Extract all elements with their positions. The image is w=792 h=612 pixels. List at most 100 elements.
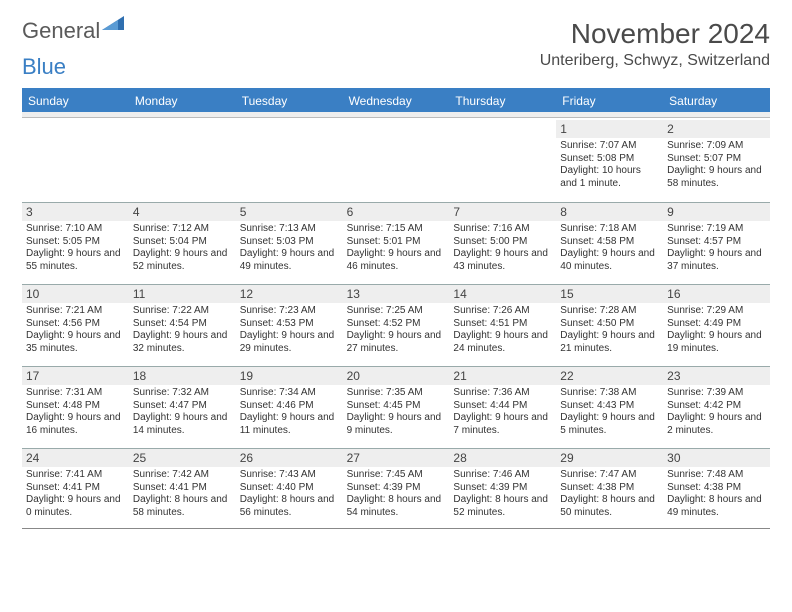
day-detail: Sunrise: 7:28 AMSunset: 4:50 PMDaylight:… (560, 305, 659, 355)
day-detail: Sunrise: 7:23 AMSunset: 4:53 PMDaylight:… (240, 305, 339, 355)
day-number: 4 (129, 202, 236, 221)
sunrise-text: Sunrise: 7:42 AM (133, 469, 232, 482)
sunset-text: Sunset: 4:45 PM (347, 400, 446, 413)
daylight-text: Daylight: 9 hours and 24 minutes. (453, 330, 552, 355)
day-number: 3 (22, 202, 129, 221)
day-cell: 11Sunrise: 7:22 AMSunset: 4:54 PMDayligh… (129, 282, 236, 364)
day-cell: 24Sunrise: 7:41 AMSunset: 4:41 PMDayligh… (22, 446, 129, 528)
sunset-text: Sunset: 4:49 PM (667, 318, 766, 331)
sunrise-text: Sunrise: 7:15 AM (347, 223, 446, 236)
day-number: 28 (449, 448, 556, 467)
day-number: 24 (22, 448, 129, 467)
week-row: 24Sunrise: 7:41 AMSunset: 4:41 PMDayligh… (22, 446, 770, 528)
sunrise-text: Sunrise: 7:22 AM (133, 305, 232, 318)
day-number: 15 (556, 284, 663, 303)
day-detail: Sunrise: 7:35 AMSunset: 4:45 PMDaylight:… (347, 387, 446, 437)
day-cell: 22Sunrise: 7:38 AMSunset: 4:43 PMDayligh… (556, 364, 663, 446)
day-detail: Sunrise: 7:46 AMSunset: 4:39 PMDaylight:… (453, 469, 552, 519)
daylight-text: Daylight: 9 hours and 19 minutes. (667, 330, 766, 355)
day-detail: Sunrise: 7:26 AMSunset: 4:51 PMDaylight:… (453, 305, 552, 355)
daylight-text: Daylight: 9 hours and 43 minutes. (453, 248, 552, 273)
day-detail: Sunrise: 7:10 AMSunset: 5:05 PMDaylight:… (26, 223, 125, 273)
day-detail: Sunrise: 7:43 AMSunset: 4:40 PMDaylight:… (240, 469, 339, 519)
day-number: 5 (236, 202, 343, 221)
logo-text-gray: General (22, 18, 100, 44)
day-detail: Sunrise: 7:16 AMSunset: 5:00 PMDaylight:… (453, 223, 552, 273)
day-number: 10 (22, 284, 129, 303)
day-cell: 15 Sunrise: 7:28 AMSunset: 4:50 PMDayligh… (556, 282, 663, 364)
sunset-text: Sunset: 4:57 PM (667, 236, 766, 249)
day-detail: Sunrise: 7:19 AMSunset: 4:57 PMDaylight:… (667, 223, 766, 273)
sunset-text: Sunset: 4:52 PM (347, 318, 446, 331)
sunset-text: Sunset: 4:38 PM (560, 482, 659, 495)
daylight-text: Daylight: 9 hours and 0 minutes. (26, 494, 125, 519)
day-number: 2 (663, 120, 770, 138)
daylight-text: Daylight: 9 hours and 21 minutes. (560, 330, 659, 355)
sunset-text: Sunset: 4:47 PM (133, 400, 232, 413)
daylight-text: Daylight: 9 hours and 40 minutes. (560, 248, 659, 273)
day-detail: Sunrise: 7:39 AMSunset: 4:42 PMDaylight:… (667, 387, 766, 437)
day-header: Tuesday (236, 90, 343, 112)
day-detail: Sunrise: 7:07 AMSunset: 5:08 PMDaylight:… (560, 140, 659, 190)
day-cell: 6Sunrise: 7:15 AMSunset: 5:01 PMDaylight… (343, 200, 450, 282)
day-cell: 12Sunrise: 7:23 AMSunset: 4:53 PMDayligh… (236, 282, 343, 364)
sunrise-text: Sunrise: 7:13 AM (240, 223, 339, 236)
day-number: 11 (129, 284, 236, 303)
daylight-text: Daylight: 8 hours and 58 minutes. (133, 494, 232, 519)
day-cell: 1 Sunrise: 7:07 AMSunset: 5:08 PMDaylight… (556, 118, 663, 200)
sunrise-text: Sunrise: 7:16 AM (453, 223, 552, 236)
daylight-text: Daylight: 8 hours and 52 minutes. (453, 494, 552, 519)
sunrise-text: Sunrise: 7:10 AM (26, 223, 125, 236)
daylight-text: Daylight: 9 hours and 49 minutes. (240, 248, 339, 273)
daylight-text: Daylight: 10 hours and 1 minute. (560, 165, 659, 190)
day-detail: Sunrise: 7:18 AMSunset: 4:58 PMDaylight:… (560, 223, 659, 273)
month-title: November 2024 (540, 18, 770, 50)
day-cell: 25Sunrise: 7:42 AMSunset: 4:41 PMDayligh… (129, 446, 236, 528)
day-cell: 27Sunrise: 7:45 AMSunset: 4:39 PMDayligh… (343, 446, 450, 528)
daylight-text: Daylight: 8 hours and 56 minutes. (240, 494, 339, 519)
sunrise-text: Sunrise: 7:07 AM (560, 140, 659, 153)
day-header: Sunday (22, 90, 129, 112)
daylight-text: Daylight: 9 hours and 14 minutes. (133, 412, 232, 437)
sunset-text: Sunset: 5:01 PM (347, 236, 446, 249)
sunrise-text: Sunrise: 7:18 AM (560, 223, 659, 236)
sunrise-text: Sunrise: 7:43 AM (240, 469, 339, 482)
day-number: 1 (556, 120, 663, 138)
sunrise-text: Sunrise: 7:09 AM (667, 140, 766, 153)
day-detail: Sunrise: 7:15 AMSunset: 5:01 PMDaylight:… (347, 223, 446, 273)
sunrise-text: Sunrise: 7:28 AM (560, 305, 659, 318)
day-cell: 16Sunrise: 7:29 AMSunset: 4:49 PMDayligh… (663, 282, 770, 364)
daylight-text: Daylight: 8 hours and 54 minutes. (347, 494, 446, 519)
sunrise-text: Sunrise: 7:48 AM (667, 469, 766, 482)
week-row: 10 Sunrise: 7:21 AMSunset: 4:56 PMDayligh… (22, 282, 770, 364)
week-row: 17Sunrise: 7:31 AMSunset: 4:48 PMDayligh… (22, 364, 770, 446)
day-number: 8 (556, 202, 663, 221)
day-cell: 18Sunrise: 7:32 AMSunset: 4:47 PMDayligh… (129, 364, 236, 446)
sunrise-text: Sunrise: 7:26 AM (453, 305, 552, 318)
sunrise-text: Sunrise: 7:34 AM (240, 387, 339, 400)
sunrise-text: Sunrise: 7:19 AM (667, 223, 766, 236)
sunrise-text: Sunrise: 7:35 AM (347, 387, 446, 400)
day-number: 27 (343, 448, 450, 467)
day-detail: Sunrise: 7:21 AMSunset: 4:56 PMDaylight:… (26, 305, 125, 355)
sunrise-text: Sunrise: 7:12 AM (133, 223, 232, 236)
sunrise-text: Sunrise: 7:46 AM (453, 469, 552, 482)
daylight-text: Daylight: 9 hours and 52 minutes. (133, 248, 232, 273)
day-cell: 7Sunrise: 7:16 AMSunset: 5:00 PMDaylight… (449, 200, 556, 282)
day-cell: 29Sunrise: 7:47 AMSunset: 4:38 PMDayligh… (556, 446, 663, 528)
day-cell: 26Sunrise: 7:43 AMSunset: 4:40 PMDayligh… (236, 446, 343, 528)
day-detail: Sunrise: 7:09 AMSunset: 5:07 PMDaylight:… (667, 140, 766, 190)
daylight-text: Daylight: 9 hours and 2 minutes. (667, 412, 766, 437)
daylight-text: Daylight: 8 hours and 49 minutes. (667, 494, 766, 519)
day-detail: Sunrise: 7:38 AMSunset: 4:43 PMDaylight:… (560, 387, 659, 437)
day-cell: 5Sunrise: 7:13 AMSunset: 5:03 PMDaylight… (236, 200, 343, 282)
sunset-text: Sunset: 4:46 PM (240, 400, 339, 413)
sunset-text: Sunset: 5:05 PM (26, 236, 125, 249)
sunset-text: Sunset: 5:04 PM (133, 236, 232, 249)
daylight-text: Daylight: 9 hours and 9 minutes. (347, 412, 446, 437)
daylight-text: Daylight: 9 hours and 29 minutes. (240, 330, 339, 355)
sunrise-text: Sunrise: 7:31 AM (26, 387, 125, 400)
logo-blue-text: Blue (22, 54, 770, 80)
daylight-text: Daylight: 9 hours and 16 minutes. (26, 412, 125, 437)
sunset-text: Sunset: 4:43 PM (560, 400, 659, 413)
